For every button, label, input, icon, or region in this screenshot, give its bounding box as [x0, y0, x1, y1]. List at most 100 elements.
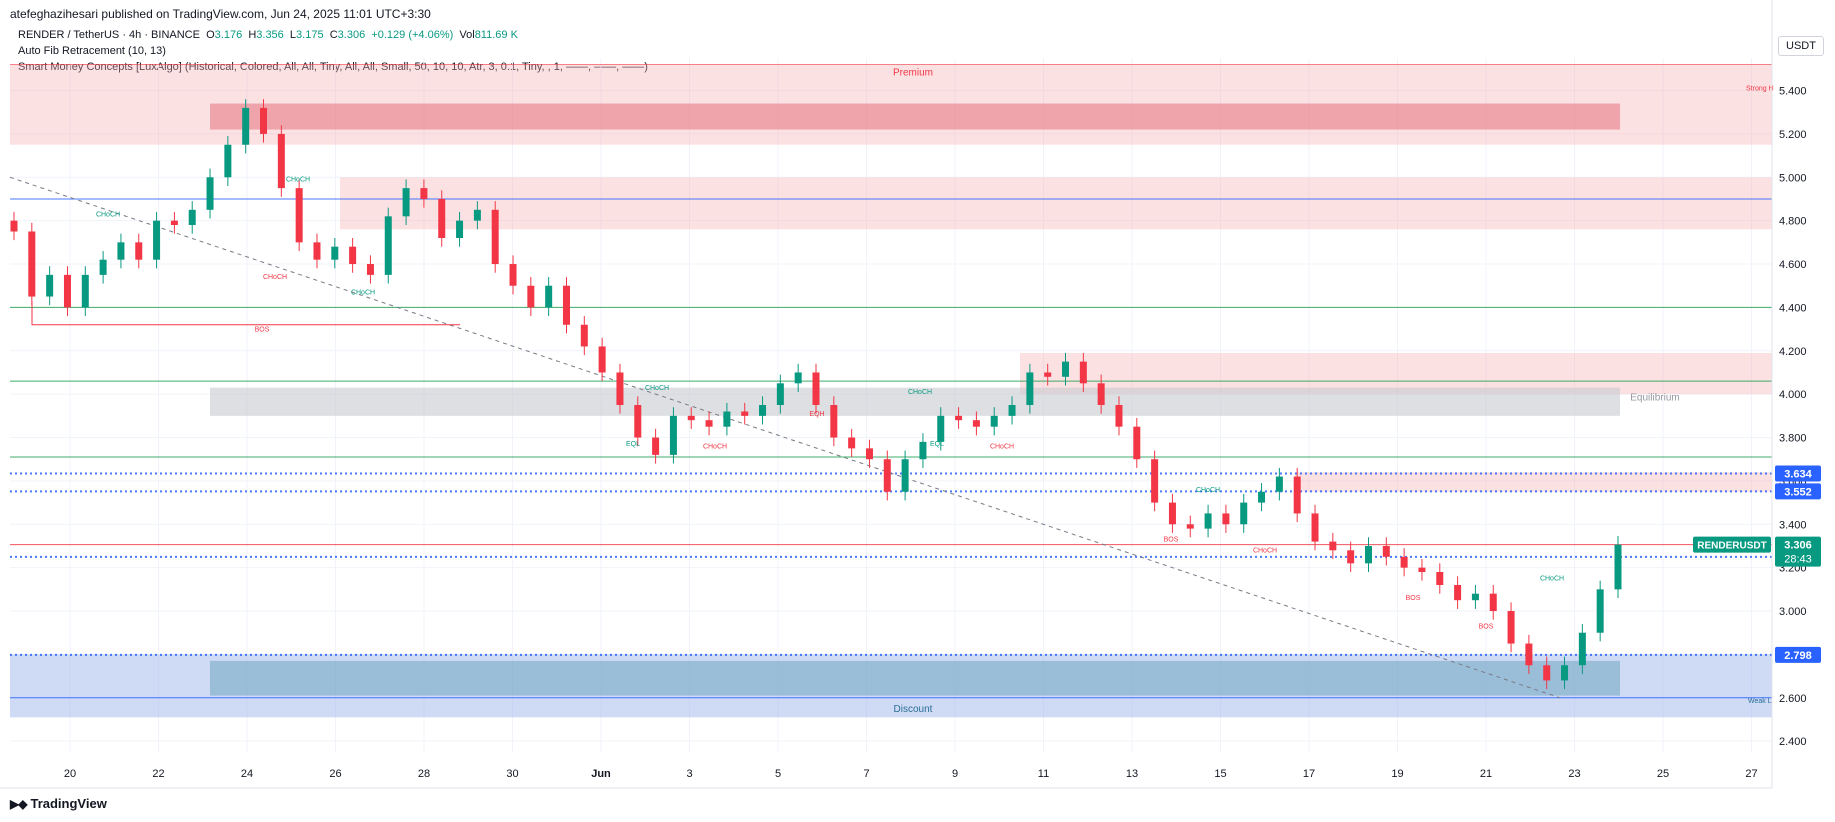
- candle-body: [1436, 571, 1444, 586]
- candle-body: [1454, 585, 1462, 601]
- candle-body: [687, 415, 695, 421]
- time-tick: 9: [952, 768, 958, 780]
- symbol-tag: RENDERUSDT: [1697, 541, 1766, 552]
- open-value: 3.176: [214, 29, 243, 41]
- equilibrium-label: Equilibrium: [1630, 393, 1679, 404]
- candle-body: [473, 209, 481, 221]
- zone-3: [210, 387, 1620, 416]
- volume-value: 811.69 K: [474, 29, 518, 41]
- candle-body: [1543, 665, 1551, 681]
- structure-label: CHoCH: [908, 389, 932, 396]
- candle-body: [1151, 459, 1159, 503]
- candle-body: [99, 259, 107, 275]
- time-tick: 30: [506, 768, 518, 780]
- candle-body: [10, 220, 18, 232]
- time-tick: 23: [1568, 768, 1580, 780]
- close-value: 3.306: [337, 29, 366, 41]
- candle-body: [634, 405, 642, 438]
- candle-body: [46, 274, 54, 297]
- candle-body: [1079, 361, 1087, 384]
- structure-label: BOS: [255, 326, 270, 333]
- candle-body: [295, 188, 303, 243]
- candle-body: [972, 420, 980, 427]
- candle-body: [1008, 405, 1016, 416]
- structure-label: BOS: [1406, 595, 1421, 602]
- price-tick: 4.200: [1779, 346, 1807, 358]
- candle-body: [990, 415, 998, 427]
- structure-label: CHoCH: [1253, 547, 1277, 554]
- price-tick: 4.000: [1779, 389, 1807, 401]
- candle-body: [456, 220, 464, 239]
- bos-line: [31, 300, 460, 326]
- time-tick: 24: [241, 768, 253, 780]
- candle-body: [1364, 545, 1372, 564]
- candle-body: [135, 242, 143, 260]
- candle-body: [1525, 643, 1533, 666]
- candle-body: [1186, 524, 1194, 529]
- ohlc-legend: RENDER / TetherUS · 4h · BINANCE O3.176 …: [18, 29, 518, 41]
- trend-line: [9, 176, 1561, 699]
- candle-body: [509, 264, 517, 286]
- publisher-line: atefeghazihesari published on TradingVie…: [10, 7, 431, 21]
- price-tick: 4.800: [1779, 216, 1807, 228]
- time-tick: 19: [1391, 768, 1403, 780]
- last-price: 3.306: [1784, 540, 1812, 552]
- time-tick: 7: [863, 768, 869, 780]
- structure-label: CHoCH: [286, 177, 310, 184]
- candle-body: [313, 242, 321, 260]
- structure-label: BOS: [1164, 537, 1179, 544]
- currency-unit-button[interactable]: USDT: [1778, 36, 1824, 56]
- tag-3634-bg: [1775, 465, 1821, 482]
- time-tick: 22: [152, 768, 164, 780]
- candle-body: [153, 220, 161, 260]
- candle-body: [598, 346, 606, 373]
- symbol-tag-bg: [1693, 536, 1771, 553]
- candle-body: [1293, 476, 1301, 514]
- candle-body: [955, 415, 963, 421]
- candle-body: [81, 274, 89, 308]
- zone-0: [10, 64, 1772, 145]
- structure-label: BOS: [1479, 623, 1494, 630]
- time-tick: 11: [1038, 768, 1049, 780]
- tag-3552-bg: [1775, 483, 1821, 500]
- indicator-smc[interactable]: Smart Money Concepts [LuxAlgo] (Historic…: [18, 61, 648, 73]
- candle-body: [794, 372, 802, 384]
- candle-body: [1578, 632, 1586, 666]
- candle-body: [901, 459, 909, 492]
- price-tick: 2.400: [1779, 736, 1807, 748]
- candle-body: [188, 209, 196, 225]
- candle-body: [206, 177, 214, 210]
- candle-body: [652, 437, 660, 455]
- structure-label: EQL: [626, 441, 640, 448]
- tv-logo-icon: ▶◆: [10, 797, 27, 811]
- structure-label: EQL: [930, 441, 944, 448]
- structure-label: CHoCH: [351, 289, 375, 296]
- candle-body: [349, 246, 357, 265]
- indicator-fib[interactable]: Auto Fib Retracement (10, 13): [18, 45, 166, 57]
- candle-body: [1168, 502, 1176, 525]
- premium-label: Premium: [893, 67, 933, 78]
- discount-core-zone: [210, 660, 1620, 696]
- candle-body: [366, 264, 374, 275]
- structure-label: EQH: [809, 411, 824, 418]
- tag-3634: 3.634: [1784, 469, 1812, 481]
- structure-label: CHoCH: [263, 274, 287, 281]
- price-tick: 4.600: [1779, 259, 1807, 271]
- candle-body: [705, 420, 713, 427]
- price-tick: 2.600: [1779, 693, 1807, 705]
- last-price-bg: [1775, 536, 1821, 567]
- zone-1: [340, 177, 1772, 230]
- candle-body: [117, 242, 125, 260]
- candle-body: [937, 415, 945, 442]
- candle-body: [1471, 593, 1479, 601]
- zone-2: [1020, 352, 1772, 395]
- strong-high-label: Strong H: [1746, 86, 1774, 93]
- candle-body: [1204, 513, 1212, 529]
- candle-body: [438, 198, 446, 239]
- candle-body: [1275, 476, 1283, 492]
- candle-body: [580, 324, 588, 347]
- price-tick: 3.800: [1779, 433, 1807, 445]
- candle-body: [224, 144, 232, 178]
- candle-body: [527, 285, 535, 308]
